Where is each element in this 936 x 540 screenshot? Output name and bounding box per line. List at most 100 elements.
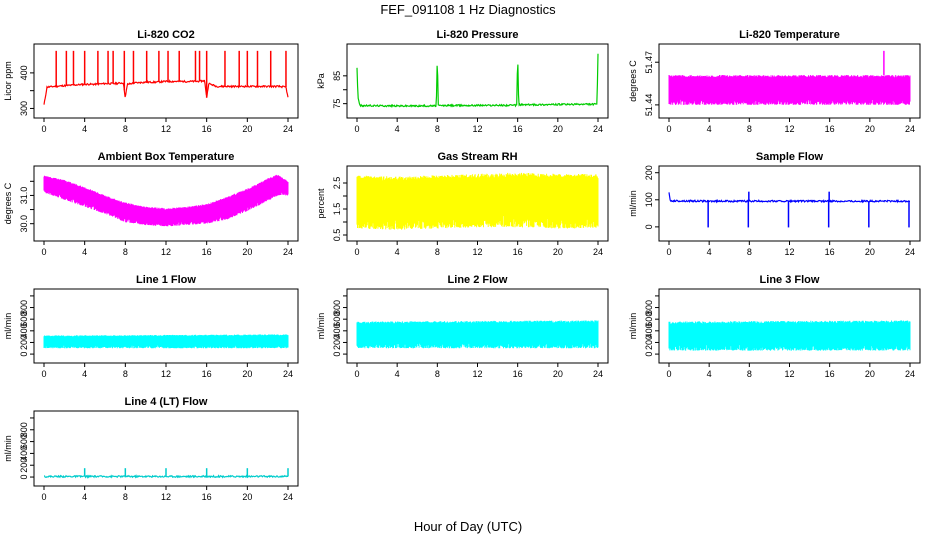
panel-5: Sample Flow 0 4 8 12 16 20 24 0 100 200 ml/min <box>628 151 921 257</box>
y-axis-label: Licor ppm <box>3 61 13 101</box>
x-tick-label: 16 <box>825 124 835 134</box>
series-core <box>669 78 910 89</box>
x-tick-label: 4 <box>82 247 87 257</box>
x-tick-label: 12 <box>161 124 171 134</box>
y-axis-label: ml/min <box>628 190 638 217</box>
x-tick-label: 16 <box>513 124 523 134</box>
y-tick-label: 0.5 <box>332 229 342 242</box>
x-tick-label: 12 <box>472 124 482 134</box>
y-tick-label: 600 <box>644 312 654 327</box>
x-tick-label: 4 <box>395 369 400 379</box>
x-tick-label: 16 <box>513 369 523 379</box>
x-tick-label: 24 <box>905 369 915 379</box>
x-tick-label: 20 <box>553 247 563 257</box>
x-tick-label: 8 <box>123 247 128 257</box>
figure-xlabel: Hour of Day (UTC) <box>414 519 522 534</box>
x-tick-label: 8 <box>747 247 752 257</box>
x-tick-label: 20 <box>865 247 875 257</box>
x-tick-label: 24 <box>283 124 293 134</box>
x-tick-label: 4 <box>82 124 87 134</box>
y-tick-label: 51.47 <box>644 51 654 74</box>
series-line <box>43 79 289 105</box>
x-tick-label: 20 <box>242 124 252 134</box>
x-tick-label: 12 <box>161 247 171 257</box>
x-tick-label: 16 <box>202 247 212 257</box>
panel-title: Li-820 Temperature <box>739 29 840 41</box>
y-tick-label: 200 <box>332 335 342 350</box>
y-tick-label: 30.0 <box>19 215 29 233</box>
x-tick-label: 0 <box>354 369 359 379</box>
panel-9: Line 4 (LT) Flow 0 4 8 12 16 20 24 0 200400600800… <box>3 396 299 502</box>
x-tick-label: 4 <box>82 369 87 379</box>
y-tick-label: 2.5 <box>332 177 342 190</box>
panel-title: Gas Stream RH <box>437 151 517 163</box>
x-tick-label: 4 <box>707 124 712 134</box>
y-axis-label: kPa <box>316 73 326 89</box>
x-tick-label: 20 <box>242 369 252 379</box>
x-tick-label: 24 <box>593 247 603 257</box>
x-tick-label: 20 <box>553 124 563 134</box>
series-core <box>44 177 288 217</box>
y-tick-label: 31.0 <box>19 187 29 205</box>
y-tick-label: 0 <box>644 352 654 357</box>
panel-3: Ambient Box Temperature 0 4 8 12 16 20 24 30.0 31… <box>3 151 299 257</box>
y-tick-label: 51.44 <box>644 94 654 117</box>
y-tick-label: 75 <box>332 99 342 109</box>
figure-title: FEF_091108 1 Hz Diagnostics <box>380 2 556 17</box>
x-tick-label: 8 <box>123 369 128 379</box>
panel-title: Sample Flow <box>756 151 824 163</box>
x-tick-label: 8 <box>435 247 440 257</box>
y-tick-label: 600 <box>19 434 29 449</box>
y-tick-label: 0 <box>19 475 29 480</box>
x-tick-label: 4 <box>395 124 400 134</box>
x-tick-label: 4 <box>395 247 400 257</box>
x-tick-label: 20 <box>242 247 252 257</box>
y-tick-label: 400 <box>332 323 342 338</box>
panel-title: Line 3 Flow <box>760 274 820 286</box>
x-tick-label: 24 <box>283 247 293 257</box>
x-tick-label: 8 <box>747 369 752 379</box>
x-tick-label: 0 <box>666 369 671 379</box>
x-tick-label: 24 <box>905 247 915 257</box>
x-tick-label: 4 <box>707 247 712 257</box>
y-axis-label: degrees C <box>3 182 13 224</box>
y-axis-label: degrees C <box>628 60 638 102</box>
y-tick-label: 0 <box>19 352 29 357</box>
x-tick-label: 12 <box>784 369 794 379</box>
y-axis-label: ml/min <box>3 313 13 340</box>
x-tick-label: 4 <box>707 369 712 379</box>
x-tick-label: 20 <box>865 369 875 379</box>
x-tick-label: 20 <box>865 124 875 134</box>
series-core <box>357 179 598 201</box>
x-tick-label: 24 <box>593 369 603 379</box>
y-tick-label: 200 <box>19 458 29 473</box>
x-tick-label: 0 <box>666 247 671 257</box>
y-tick-label: 200 <box>644 335 654 350</box>
series-line <box>668 192 910 204</box>
x-tick-label: 8 <box>123 492 128 502</box>
plot-frame <box>658 165 921 242</box>
x-tick-label: 0 <box>41 247 46 257</box>
y-tick-label: 400 <box>19 446 29 461</box>
x-tick-label: 12 <box>472 247 482 257</box>
x-tick-label: 8 <box>435 124 440 134</box>
x-tick-label: 16 <box>202 492 212 502</box>
y-tick-label: 400 <box>19 323 29 338</box>
x-tick-label: 12 <box>784 124 794 134</box>
panel-title: Li-820 CO2 <box>137 29 194 41</box>
y-tick-label: 85 <box>332 71 342 81</box>
y-tick-label: 100 <box>644 192 654 207</box>
x-tick-label: 12 <box>161 369 171 379</box>
panel-title: Ambient Box Temperature <box>98 151 235 163</box>
y-tick-label: 800 <box>644 300 654 315</box>
x-tick-label: 0 <box>666 124 671 134</box>
panel-2: Li-820 Temperature 0 4 8 12 16 20 24 51.44 51.47 d… <box>628 29 921 134</box>
series-core <box>357 323 598 334</box>
panel-title: Line 2 Flow <box>448 274 508 286</box>
x-tick-label: 16 <box>825 247 835 257</box>
y-tick-label: 1.5 <box>332 203 342 216</box>
x-tick-label: 24 <box>593 124 603 134</box>
